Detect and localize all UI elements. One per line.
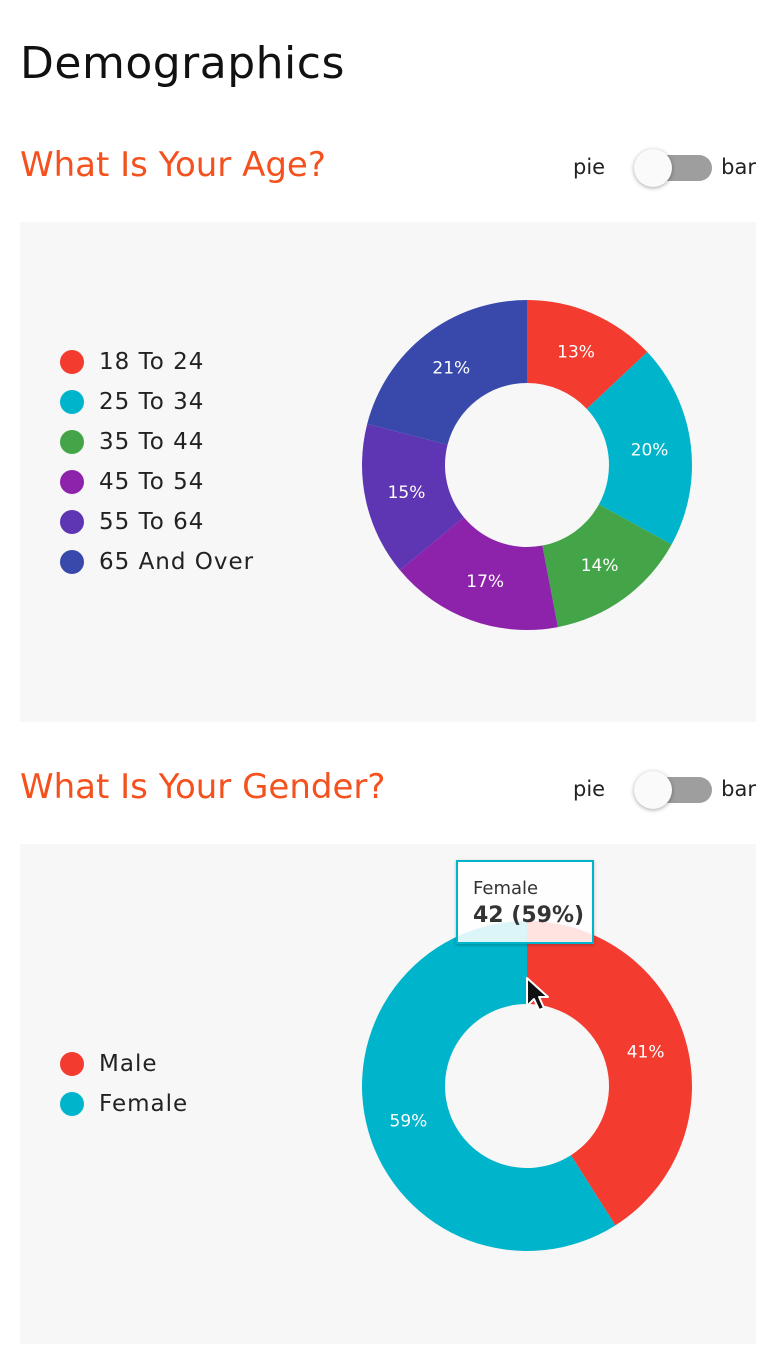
switch-knob[interactable]: [634, 771, 672, 809]
legend-item-male[interactable]: Male: [60, 1044, 188, 1084]
page-title: Demographics: [20, 38, 345, 89]
data-label-55-to-64: 15%: [388, 483, 426, 503]
chart-panel: 18 To 24 25 To 34 35 To 44 45 To 54 55 To 64…: [20, 222, 756, 722]
legend-label: Male: [99, 1051, 158, 1077]
data-label-65-and-over: 21%: [432, 358, 470, 378]
mouse-pointer-icon: [526, 977, 549, 1011]
legend-item-18-to-24[interactable]: 18 To 24: [60, 342, 254, 382]
chart-panel: Male Female 41% 59% Female 42 (59%): [20, 844, 756, 1344]
legend-label: 65 And Over: [99, 549, 255, 575]
data-label-male: 41%: [627, 1043, 665, 1063]
legend-label: 18 To 24: [99, 349, 205, 375]
switch-knob[interactable]: [634, 149, 672, 187]
slice-35-to-44[interactable]: [542, 504, 672, 628]
legend-label: 55 To 64: [99, 509, 205, 535]
tooltip-value: 42 (59%): [473, 903, 585, 928]
legend-label: Female: [99, 1091, 189, 1117]
toggle-label-pie: pie: [573, 155, 606, 179]
donut-chart: 13% 20% 14% 17% 15% 21%: [361, 300, 692, 630]
toggle-label-bar: bar: [721, 777, 756, 801]
section-title: What Is Your Gender?: [20, 767, 386, 807]
legend-swatch-icon: [60, 470, 84, 494]
slice-45-to-54[interactable]: [399, 517, 558, 630]
legend-label: 35 To 44: [99, 429, 205, 455]
age-section: What Is Your Age? pie bar 18 To 24 25 To …: [20, 145, 756, 725]
data-label-25-to-34: 20%: [631, 441, 669, 461]
pie-bar-switch[interactable]: [634, 771, 712, 809]
chart-type-toggle: pie bar: [566, 145, 756, 189]
slice-18-to-24[interactable]: [527, 300, 648, 409]
chart-tooltip: Female 42 (59%): [456, 860, 594, 944]
legend-item-55-to-64[interactable]: 55 To 64: [60, 502, 254, 542]
legend-item-45-to-54[interactable]: 45 To 54: [60, 462, 254, 502]
pie-bar-switch[interactable]: [634, 149, 712, 187]
gender-section: What Is Your Gender? pie bar Male Female …: [20, 767, 756, 1347]
toggle-label-bar: bar: [721, 155, 756, 179]
section-title: What Is Your Age?: [20, 145, 326, 185]
chart-legend: Male Female: [60, 1044, 188, 1124]
tooltip-series-name: Female: [473, 878, 539, 899]
chart-legend: 18 To 24 25 To 34 35 To 44 45 To 54 55 To 64…: [60, 342, 254, 582]
legend-swatch-icon: [60, 350, 84, 374]
legend-item-female[interactable]: Female: [60, 1084, 188, 1124]
slice-male[interactable]: [527, 921, 692, 1226]
toggle-label-pie: pie: [573, 777, 606, 801]
donut-chart: 41% 59%: [361, 921, 692, 1251]
slice-65-and-over[interactable]: [367, 300, 527, 445]
legend-item-35-to-44[interactable]: 35 To 44: [60, 422, 254, 462]
data-label-female: 59%: [390, 1111, 428, 1131]
legend-swatch-icon: [60, 390, 84, 414]
legend-item-25-to-34[interactable]: 25 To 34: [60, 382, 254, 422]
data-label-45-to-54: 17%: [466, 572, 504, 592]
legend-swatch-icon: [60, 510, 84, 534]
slice-female[interactable]: [361, 921, 616, 1251]
data-label-35-to-44: 14%: [581, 556, 619, 576]
legend-swatch-icon: [60, 430, 84, 454]
chart-type-toggle: pie bar: [566, 767, 756, 811]
data-label-18-to-24: 13%: [557, 343, 595, 363]
slice-55-to-64[interactable]: [361, 423, 464, 571]
legend-label: 25 To 34: [99, 389, 205, 415]
slice-25-to-34[interactable]: [586, 352, 692, 545]
legend-item-65-and-over[interactable]: 65 And Over: [60, 542, 254, 582]
legend-swatch-icon: [60, 1092, 84, 1116]
legend-swatch-icon: [60, 550, 84, 574]
legend-swatch-icon: [60, 1052, 84, 1076]
legend-label: 45 To 54: [99, 469, 205, 495]
